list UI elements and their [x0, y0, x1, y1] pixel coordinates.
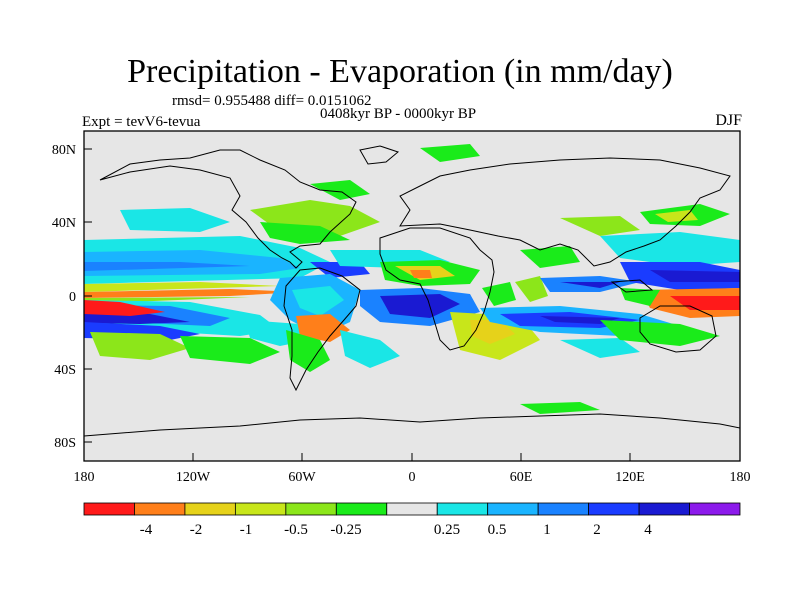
lon-tick-label: 0	[409, 470, 416, 485]
coastlines	[84, 145, 740, 437]
field-region	[420, 144, 480, 162]
field-region	[600, 320, 720, 346]
colorbar-box	[335, 502, 388, 516]
colorbar-label: 0.5	[488, 522, 507, 538]
field-region	[515, 276, 548, 302]
field-region	[470, 320, 515, 344]
field-region	[120, 208, 230, 232]
field-region	[380, 294, 460, 318]
map-title: Precipitation - Evaporation (in mm/day)	[127, 53, 673, 90]
colorbar: -4 -2 -1 -0.5 -0.25 0.25 0.5 1 2 4	[83, 502, 741, 538]
colorbar-label: -4	[140, 522, 153, 538]
colorbar-label: 0.25	[434, 522, 460, 538]
colorbar-box	[134, 502, 186, 516]
field-region	[292, 286, 344, 316]
field-region	[560, 338, 640, 358]
map-panel: 80N 40N 0 40S 80S 180 120W 60W 0 60E 120…	[52, 130, 751, 485]
lon-tick-labels: 180 120W 60W 0 60E 120E 180	[74, 470, 751, 485]
lon-tick-label: 120W	[176, 470, 211, 485]
colorbar-box	[234, 502, 287, 516]
colorbar-labels: -4 -2 -1 -0.5 -0.25 0.25 0.5 1 2 4	[140, 522, 653, 538]
antarctica-coast	[84, 413, 740, 437]
colorbar-box	[436, 502, 489, 516]
colorbar-label: 2	[593, 522, 601, 538]
colorbar-label: -0.5	[284, 522, 308, 538]
field-region	[560, 282, 620, 288]
greenland-coast	[359, 145, 400, 165]
experiment-text: Expt = tevV6-tevua	[82, 114, 201, 130]
lon-tick-label: 60E	[510, 470, 533, 485]
field-region	[180, 336, 280, 364]
field-region	[540, 316, 620, 324]
africa-coast	[379, 227, 495, 351]
field-region	[655, 210, 698, 222]
lat-tick-label: 40S	[54, 363, 76, 378]
colorbar-box	[588, 502, 640, 516]
colorbar-box	[638, 502, 690, 516]
colorbar-label: -1	[240, 522, 253, 538]
colorbar-label: 1	[543, 522, 551, 538]
north-america-coast	[99, 149, 357, 269]
colorbar-label: -0.25	[330, 522, 361, 538]
field-region	[296, 314, 350, 342]
season-text: DJF	[715, 112, 742, 129]
field-region	[650, 270, 740, 282]
colorbar-box	[184, 502, 236, 516]
field-region	[84, 289, 300, 298]
lat-tick-label: 80N	[52, 143, 76, 158]
field-region	[260, 222, 350, 244]
field-region	[620, 288, 660, 306]
colorbar-box	[689, 502, 741, 516]
field-region	[84, 282, 280, 292]
field-region	[410, 270, 432, 278]
field-region	[310, 180, 370, 200]
lat-tick-label: 80S	[54, 436, 76, 451]
colorbar-label: -2	[190, 522, 203, 538]
axis-ticks	[83, 148, 741, 461]
field-region	[520, 402, 600, 414]
colorbar-boxes	[83, 502, 741, 516]
colorbar-box	[386, 502, 438, 516]
colorbar-box	[83, 502, 135, 516]
south-america-coast	[283, 267, 361, 392]
lon-tick-label: 180	[74, 470, 95, 485]
lat-tick-labels: 80N 40N 0 40S 80S	[52, 143, 76, 451]
field-region	[90, 332, 190, 360]
field-region	[286, 330, 330, 372]
field-region	[84, 262, 250, 271]
indonesia-coast	[610, 279, 654, 293]
lat-tick-label: 40N	[52, 216, 76, 231]
lat-tick-label: 0	[69, 290, 76, 305]
field-region	[600, 232, 740, 266]
period-text: 0408kyr BP - 0000kyr BP	[320, 106, 477, 122]
lon-tick-label: 180	[730, 470, 751, 485]
colorbar-box	[487, 502, 539, 516]
stats-text: rmsd= 0.955488 diff= 0.0151062	[172, 93, 372, 109]
field-region	[560, 216, 640, 236]
field-region	[520, 246, 580, 268]
eurasia-coast	[399, 157, 731, 267]
lon-tick-label: 60W	[288, 470, 316, 485]
colorbar-box	[537, 502, 590, 516]
colorbar-box	[285, 502, 337, 516]
australia-coast	[639, 305, 717, 353]
lon-tick-label: 120E	[615, 470, 645, 485]
field-region	[340, 330, 400, 368]
field-region	[84, 300, 165, 316]
colorbar-label: 4	[644, 522, 652, 538]
